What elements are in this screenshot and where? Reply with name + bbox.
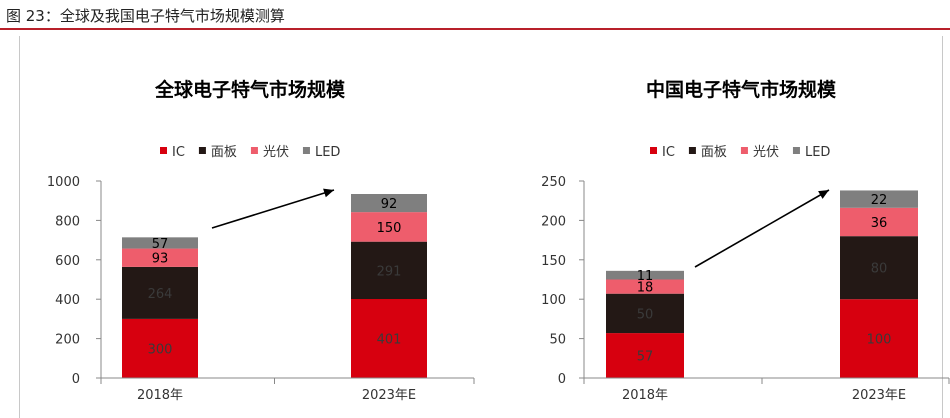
- bar-segment-面板: [606, 293, 684, 334]
- legend-swatch-IC: [650, 147, 657, 154]
- data-label: 300: [148, 342, 173, 357]
- legend-swatch-光伏: [740, 147, 748, 154]
- data-label: 92: [381, 197, 398, 212]
- data-label: 401: [377, 333, 402, 348]
- arrow-line: [694, 189, 830, 268]
- legend-swatch-面板: [198, 147, 206, 154]
- y-tick-label: 100: [541, 293, 566, 308]
- y-tick-label: 0: [72, 372, 80, 387]
- data-label: 36: [871, 216, 888, 231]
- data-label: 80: [871, 262, 888, 277]
- bar-segment-光伏: [122, 248, 198, 267]
- legend-swatch-LED: [302, 147, 310, 154]
- bar-segment-光伏: [351, 212, 427, 242]
- y-tick-label: 50: [549, 333, 566, 348]
- legend-label: 光伏: [263, 145, 289, 160]
- legend-label: 面板: [211, 145, 237, 160]
- figure-title: 图 23：全球及我国电子特气市场规模测算: [6, 7, 285, 25]
- legend-label: IC: [662, 145, 675, 160]
- x-tick-label: 2018年: [622, 388, 668, 403]
- chart-global-market: 全球电子特气市场规模 IC 面板 光伏 LED 0 200 400 600 800 1000 3…: [47, 78, 475, 403]
- y-tick-label: 200: [55, 333, 80, 348]
- trend-arrow-annotation: [694, 189, 830, 268]
- data-label: 264: [148, 287, 173, 302]
- bar-segment-面板: [840, 236, 918, 300]
- data-label: 22: [871, 193, 888, 208]
- y-tick-label: 200: [541, 214, 566, 229]
- bar-segment-IC: [840, 299, 918, 378]
- legend-swatch-LED: [792, 147, 800, 154]
- bar-segment-光伏: [606, 279, 684, 294]
- bar-segment-光伏: [840, 207, 918, 237]
- x-axis: 2018年 2023年E: [100, 377, 475, 403]
- bar-segment-面板: [351, 241, 427, 300]
- data-label: 57: [637, 350, 654, 365]
- chart-legend: IC 面板 光伏 LED: [160, 145, 340, 160]
- y-tick-label: 250: [541, 175, 566, 190]
- arrow-line: [211, 189, 335, 229]
- legend-swatch-面板: [688, 147, 696, 154]
- y-tick-label: 800: [55, 214, 80, 229]
- data-label: 50: [637, 307, 654, 322]
- bar-segment-LED: [122, 237, 198, 249]
- data-label: 150: [377, 221, 402, 236]
- data-label: 11: [637, 269, 654, 284]
- arrow-head: [818, 190, 829, 199]
- legend-label: 光伏: [753, 145, 779, 160]
- x-tick-label: 2018年: [137, 388, 183, 403]
- legend-swatch-光伏: [250, 147, 258, 154]
- y-axis: 0 200 400 600 800 1000: [47, 175, 102, 387]
- figure-frame: [19, 36, 943, 418]
- bar-segment-LED: [840, 190, 918, 208]
- bar-segment-面板: [122, 266, 198, 319]
- data-label: 93: [152, 252, 169, 267]
- y-tick-label: 150: [541, 254, 566, 269]
- legend-label: 面板: [701, 145, 727, 160]
- figure-header: 图 23：全球及我国电子特气市场规模测算: [0, 0, 950, 30]
- legend-label: IC: [172, 145, 185, 160]
- y-tick-label: 1000: [47, 175, 80, 190]
- data-label: 291: [377, 264, 402, 279]
- bar-segment-LED: [351, 194, 427, 213]
- x-axis: 2018年 2023年E: [583, 377, 950, 403]
- chart-title: 中国电子特气市场规模: [646, 78, 837, 101]
- y-tick-label: 400: [55, 293, 80, 308]
- y-axis: 0 50 100 150 200 250: [541, 175, 585, 387]
- bar-segment-IC: [122, 318, 198, 378]
- x-tick-label: 2023年E: [362, 388, 416, 403]
- legend-label: LED: [805, 145, 830, 160]
- bar-segment-IC: [606, 333, 684, 378]
- legend-swatch-IC: [160, 147, 167, 154]
- data-label: 57: [152, 237, 169, 252]
- trend-arrow-annotation: [211, 188, 335, 229]
- chart-title: 全球电子特气市场规模: [154, 78, 346, 101]
- data-label: 18: [637, 281, 654, 296]
- y-tick-label: 600: [55, 254, 80, 269]
- arrow-head: [323, 188, 334, 198]
- bar-segment-IC: [351, 299, 427, 378]
- legend-label: LED: [315, 145, 340, 160]
- x-tick-label: 2023年E: [852, 388, 906, 403]
- bar-segment-LED: [606, 270, 684, 280]
- chart-legend: IC 面板 光伏 LED: [650, 145, 830, 160]
- data-label: 100: [867, 333, 892, 348]
- y-tick-label: 0: [558, 372, 566, 387]
